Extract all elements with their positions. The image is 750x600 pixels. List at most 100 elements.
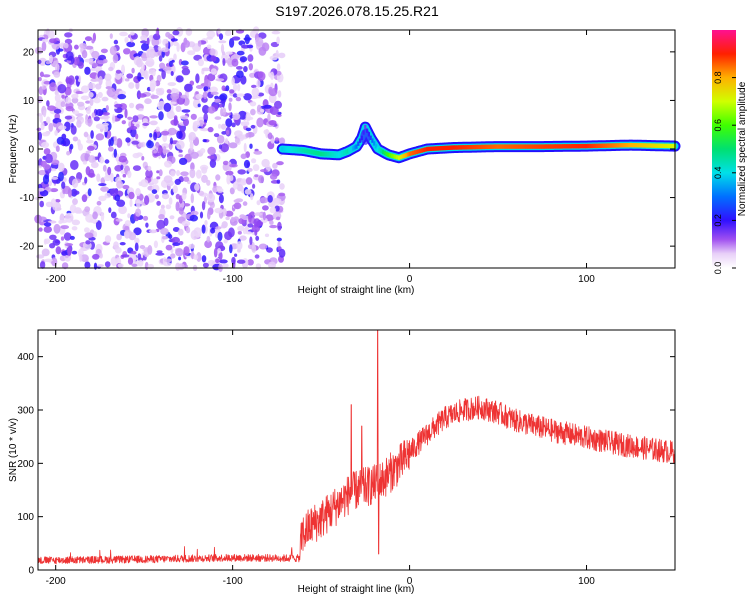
trace-cell [466,145,470,150]
noise-blob [254,229,258,236]
noise-blob [169,215,175,220]
noise-blob [200,128,209,132]
noise-blob [104,235,112,243]
noise-blob [275,70,282,76]
trace-cell [426,146,429,152]
noise-blob [85,45,94,50]
noise-blob [88,155,96,163]
noise-blob [121,254,130,258]
trace-cell [504,144,507,149]
trace-cell [431,146,434,151]
spectrogram-y-ticks: -20 -10 0 10 20 [20,47,675,253]
noise-blob [85,150,92,154]
trace-cell [397,155,401,160]
x-tick-label: -200 [46,274,66,285]
trace-cell [633,143,636,148]
trace-cell [380,148,383,154]
noise-blob [175,201,180,212]
noise-blob [71,93,79,99]
noise-blob [77,61,84,69]
trace-cell [509,144,512,149]
noise-blob [163,262,172,267]
trace-cell [344,149,347,155]
noise-blob [47,220,57,224]
noise-blob [49,243,56,249]
trace-cell [488,144,491,149]
trace-cell [429,146,432,151]
noise-blob [258,175,265,184]
noise-blob [113,148,118,158]
noise-blob [160,47,170,53]
snr-x-ticks: -200 -100 0 100 [46,330,595,587]
noise-blob [222,58,226,66]
noise-blob [233,216,239,221]
noise-blob [135,208,142,217]
noise-blob [262,211,266,221]
noise-blob [161,69,166,80]
noise-blob [233,83,238,92]
noise-blob [127,116,133,121]
noise-blob [132,165,142,172]
trace-cell [309,149,312,154]
noise-blob [196,252,202,262]
noise-blob [116,180,124,189]
noise-blob [189,214,198,222]
noise-blob [158,169,163,177]
noise-blob [206,30,216,39]
noise-blob [90,161,99,169]
noise-blob [61,94,65,99]
noise-blob [116,138,123,148]
trace-cell [390,153,393,158]
noise-blob [171,59,175,63]
noise-blob [164,258,172,263]
noise-blob [127,213,131,219]
noise-blob [183,118,189,127]
trace-cell [321,151,324,157]
noise-blob [91,50,100,59]
trace-cell [325,151,328,157]
noise-blob [102,122,109,127]
trace-cell [312,150,316,155]
noise-blob [79,253,83,262]
noise-blob [181,67,191,76]
noise-blob [209,48,216,56]
noise-blob [84,227,90,233]
noise-blob [85,107,91,115]
trace-cell [369,135,372,140]
trace-cell [477,144,480,150]
noise-blob [147,245,153,255]
noise-blob [178,256,182,261]
trace-cell [482,144,485,150]
noise-blob [251,84,257,89]
noise-blob [65,51,74,61]
noise-blob [181,60,189,66]
noise-blob [221,131,227,135]
noise-blob [53,71,61,78]
noise-blob [84,36,93,42]
noise-blob [69,235,75,240]
noise-blob [81,194,88,203]
noise-blob [254,174,259,178]
noise-blob [226,174,231,185]
noise-blob [221,53,228,61]
noise-blob [207,155,215,159]
trace-cell [348,148,351,153]
noise-blob [215,174,221,181]
noise-blob [169,101,177,105]
trace-cell [335,152,339,157]
noise-blob [145,222,149,228]
trace-cell [497,144,500,149]
trace-cell [557,144,560,149]
trace-cell [581,143,585,149]
noise-blob [269,106,279,115]
noise-blob [148,48,156,59]
noise-blob [124,220,132,227]
noise-blob [138,181,143,186]
trace-cell [658,143,661,148]
noise-blob [170,253,176,259]
noise-blob [239,56,248,63]
noise-blob [167,127,177,136]
noise-blob [206,36,213,40]
trace-cell [337,152,340,157]
spectrogram-trace [276,121,681,164]
